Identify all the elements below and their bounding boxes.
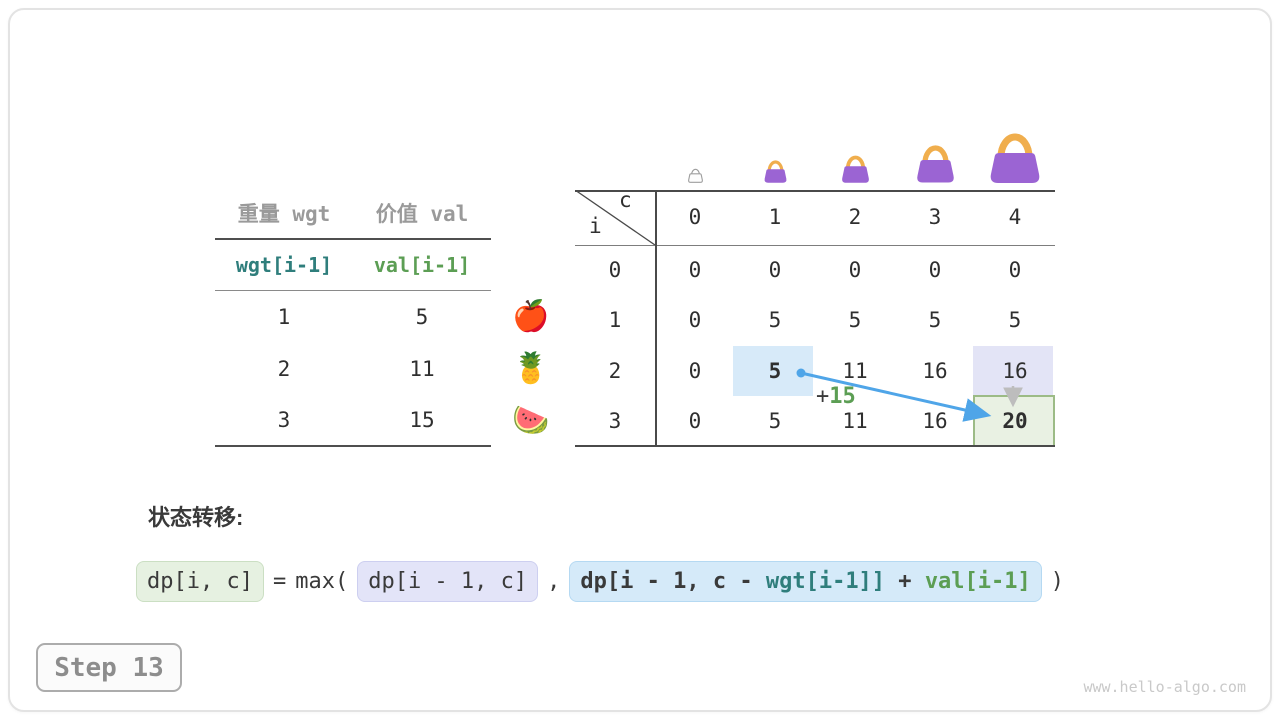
arg2-prefix: dp[i - 1, c -	[580, 568, 766, 594]
weight-column-header: 重量 wgt	[237, 202, 331, 226]
equals-sign: =	[272, 568, 287, 594]
capacity-bags-row	[575, 126, 1055, 186]
dp-cell-1-4: 5	[1008, 308, 1022, 332]
arg2-val-term: val[i-1]	[924, 568, 1031, 594]
dp-cell-2-1-source: 5	[768, 359, 782, 383]
dp-cell-3-4-result: 20	[1002, 409, 1028, 433]
site-watermark: www.hello-algo.com	[1083, 678, 1246, 696]
dp-table-header-rule	[575, 245, 1055, 246]
step-label: Step 13	[54, 652, 164, 683]
dp-cell-1-1: 5	[768, 308, 782, 332]
dp-cell-0-0: 0	[688, 258, 702, 282]
bag-capacity-2-icon	[815, 154, 895, 183]
dp-table-bottom-rule	[575, 445, 1055, 447]
transition-title: 状态转移:	[148, 505, 244, 530]
dp-row-3: 3 0 5 11 16 20	[575, 396, 1055, 447]
dp-cell-0-2: 0	[848, 258, 862, 282]
dp-cell-1-2: 5	[848, 308, 862, 332]
dp-row-1: 1 0 5 5 5 5	[575, 295, 1055, 346]
transition-formula: dp[i, c] = max( dp[i - 1, c] , dp[i - 1,…	[136, 559, 1064, 603]
dp-cell-3-3: 16	[922, 409, 948, 433]
dp-cell-1-3: 5	[928, 308, 942, 332]
items-table-variable-row: wgt[i-1] val[i-1]	[215, 240, 491, 291]
dp-header-row: c i 0 1 2 3 4	[575, 188, 1055, 245]
dp-cell-2-3: 16	[922, 359, 948, 383]
item-1-weight: 1	[277, 305, 291, 329]
formula-arg1: dp[i - 1, c]	[357, 560, 539, 602]
pineapple-icon: 🍍	[512, 351, 550, 386]
dp-cell-3-1: 5	[768, 409, 782, 433]
item-3-weight: 3	[277, 408, 291, 432]
items-table-header-row: 重量 wgt 价值 val	[215, 188, 491, 240]
arg2-wgt-term: wgt[i-1]]	[765, 568, 886, 594]
dp-cell-0-1: 0	[768, 258, 782, 282]
formula-lhs: dp[i, c]	[136, 560, 264, 602]
item-2-weight: 2	[277, 357, 291, 381]
item-2-value: 11	[409, 357, 435, 381]
row-header-0: 0	[608, 258, 622, 282]
dp-cell-1-0: 0	[688, 308, 702, 332]
comma: ,	[547, 568, 561, 594]
val-variable-label: val[i-1]	[373, 253, 471, 277]
col-header-2: 2	[848, 205, 862, 229]
dp-cell-0-3: 0	[928, 258, 942, 282]
row-header-3: 3	[608, 409, 622, 433]
dp-cell-2-4-compare: 16	[1002, 359, 1028, 383]
dp-cell-0-4: 0	[1008, 258, 1022, 282]
plus-sign: +	[816, 384, 830, 409]
capacity-axis-label: c	[619, 188, 632, 212]
item-row-1: 1 5	[215, 291, 491, 343]
dp-cell-2-0: 0	[688, 359, 702, 383]
col-header-1: 1	[768, 205, 782, 229]
close-paren: )	[1050, 568, 1065, 594]
col-header-3: 3	[928, 205, 942, 229]
dp-table-vertical-rule	[655, 190, 657, 447]
items-table: 重量 wgt 价值 val wgt[i-1] val[i-1] 1 5 2 11…	[215, 188, 491, 447]
step-badge: Step 13	[36, 643, 182, 692]
dp-table: c i 0 1 2 3 4 0 0 0 0 0 0 1 0 5 5 5 5 2 …	[575, 188, 1055, 447]
wgt-variable-label: wgt[i-1]	[235, 253, 333, 277]
bag-capacity-4-icon	[975, 131, 1055, 183]
item-row-2: 2 11	[215, 343, 491, 395]
item-3-value: 15	[409, 408, 435, 432]
bag-capacity-3-icon	[895, 143, 975, 183]
col-header-4: 4	[1008, 205, 1022, 229]
dp-row-2: 2 0 5 11 16 16	[575, 346, 1055, 397]
bag-capacity-0-icon	[655, 167, 735, 183]
watermelon-icon: 🍉	[512, 403, 550, 438]
bag-capacity-1-icon	[735, 159, 815, 183]
apple-icon: 🍎	[512, 299, 550, 334]
dp-corner-cell: c i	[575, 188, 655, 245]
arg2-plus: +	[885, 568, 925, 594]
dp-table-top-rule	[575, 190, 1055, 192]
formula-arg2: dp[i - 1, c - wgt[i-1]] + val[i-1]	[569, 560, 1042, 602]
plus-15-annotation: +15	[816, 384, 856, 409]
row-header-2: 2	[608, 359, 622, 383]
diagonal-divider	[575, 190, 655, 245]
dp-cell-3-0: 0	[688, 409, 702, 433]
value-column-header: 价值 val	[375, 202, 469, 226]
item-row-3: 3 15	[215, 395, 491, 447]
dp-row-0: 0 0 0 0 0 0	[575, 245, 1055, 296]
item-axis-label: i	[589, 214, 602, 238]
col-header-0: 0	[688, 205, 702, 229]
added-value: 15	[829, 384, 856, 409]
max-open: max(	[295, 568, 349, 594]
row-header-1: 1	[608, 308, 622, 332]
item-1-value: 5	[415, 305, 429, 329]
